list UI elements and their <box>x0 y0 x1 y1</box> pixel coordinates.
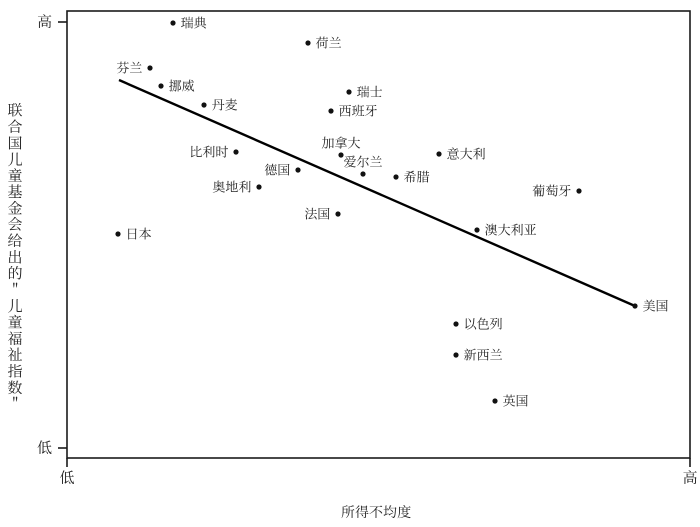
svg-text:丹麦: 丹麦 <box>212 95 238 114</box>
svg-text:意大利: 意大利 <box>447 144 486 163</box>
svg-text:加拿大: 加拿大 <box>321 132 360 151</box>
svg-text:低: 低 <box>37 437 52 458</box>
svg-text:美国: 美国 <box>643 296 669 315</box>
svg-text:瑞典: 瑞典 <box>181 13 207 32</box>
svg-text:以色列: 以色列 <box>464 314 503 333</box>
svg-text:希腊: 希腊 <box>404 167 430 186</box>
svg-text:澳大利亚: 澳大利亚 <box>485 220 537 239</box>
svg-text:奥地利: 奥地利 <box>212 177 251 196</box>
svg-text:新西兰: 新西兰 <box>464 345 503 364</box>
svg-text:荷兰: 荷兰 <box>316 33 342 52</box>
svg-text:挪威: 挪威 <box>169 76 195 95</box>
svg-text:所得不均度: 所得不均度 <box>341 502 411 522</box>
svg-text:瑞士: 瑞士 <box>357 82 383 101</box>
svg-text:爱尔兰: 爱尔兰 <box>343 151 382 170</box>
svg-text:德国: 德国 <box>264 160 290 179</box>
svg-text:西班牙: 西班牙 <box>339 101 378 120</box>
svg-text:葡萄牙: 葡萄牙 <box>532 181 571 200</box>
svg-text:高: 高 <box>682 467 697 488</box>
svg-text:低: 低 <box>59 467 74 488</box>
svg-text:法国: 法国 <box>304 204 330 223</box>
svg-text:芬兰: 芬兰 <box>116 58 142 77</box>
svg-text:日本: 日本 <box>126 224 152 243</box>
svg-text:英国: 英国 <box>503 391 529 410</box>
svg-text:高: 高 <box>37 11 52 32</box>
svg-text:联合国儿童基金会给出的"儿童福祉指数": 联合国儿童基金会给出的"儿童福祉指数" <box>5 102 26 412</box>
svg-text:比利时: 比利时 <box>189 142 228 161</box>
